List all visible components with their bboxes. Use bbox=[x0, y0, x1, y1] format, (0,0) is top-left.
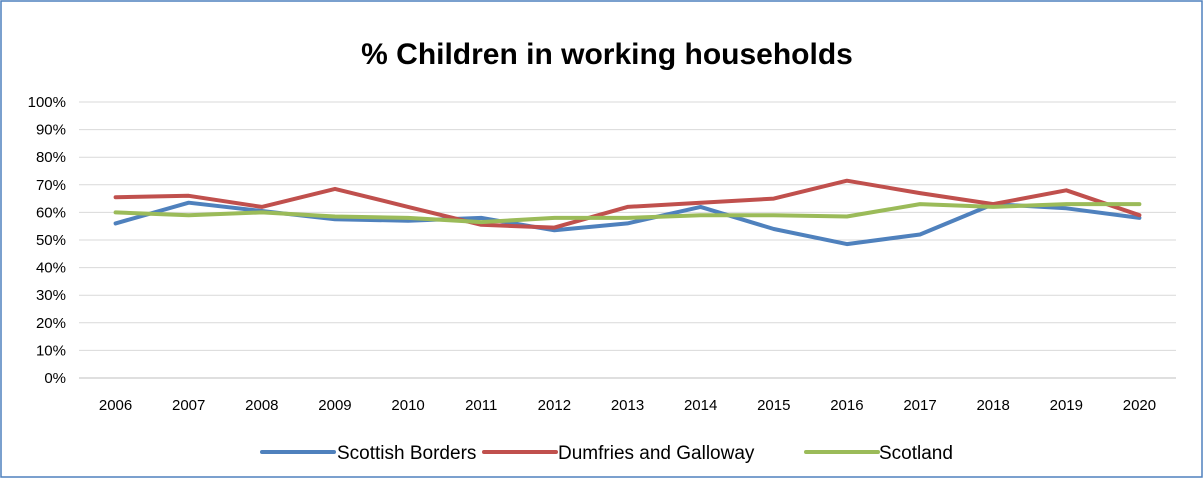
x-tick-label: 2016 bbox=[830, 397, 863, 414]
x-tick-label: 2012 bbox=[538, 397, 571, 414]
x-tick-label: 2013 bbox=[611, 397, 644, 414]
chart-title: % Children in working households bbox=[361, 38, 853, 71]
y-tick-label: 50% bbox=[36, 232, 66, 249]
x-tick-label: 2007 bbox=[172, 397, 205, 414]
gridlines bbox=[79, 101, 1176, 379]
y-tick-label: 90% bbox=[36, 122, 66, 139]
series-lines bbox=[113, 178, 1142, 247]
y-tick-label: 20% bbox=[36, 315, 66, 332]
x-tick-label: 2017 bbox=[903, 397, 936, 414]
x-tick-label: 2020 bbox=[1123, 397, 1156, 414]
x-tick-label: 2011 bbox=[465, 397, 497, 414]
legend-label-1: Dumfries and Galloway bbox=[558, 443, 755, 464]
y-tick-label: 100% bbox=[28, 94, 66, 111]
y-tick-label: 10% bbox=[36, 342, 66, 359]
x-tick-label: 2006 bbox=[99, 397, 132, 414]
y-tick-label: 60% bbox=[36, 204, 66, 221]
x-axis-tick-labels: 2006 2007 2008 2009 2010 2011 2012 2013 2014 2015… bbox=[99, 397, 1156, 414]
series-line-2 bbox=[113, 202, 1142, 225]
legend-label-0: Scottish Borders bbox=[337, 443, 476, 464]
legend: Scottish Borders Dumfries and Galloway Sco… bbox=[260, 443, 953, 464]
legend-label-2: Scotland bbox=[879, 443, 953, 464]
x-tick-label: 2019 bbox=[1050, 397, 1083, 414]
y-tick-label: 70% bbox=[36, 177, 66, 194]
x-tick-label: 2015 bbox=[757, 397, 790, 414]
y-axis-tick-labels: 0% 10% 20% 30% 40% 50% 60% 70% 80% 90% 100% bbox=[28, 94, 66, 387]
x-tick-label: 2018 bbox=[976, 397, 1009, 414]
x-tick-label: 2009 bbox=[318, 397, 351, 414]
x-tick-label: 2014 bbox=[684, 397, 717, 414]
series-line-1 bbox=[113, 178, 1142, 230]
y-tick-label: 0% bbox=[44, 370, 66, 387]
y-tick-label: 80% bbox=[36, 149, 66, 166]
x-tick-label: 2008 bbox=[245, 397, 278, 414]
y-tick-label: 40% bbox=[36, 260, 66, 277]
y-tick-label: 30% bbox=[36, 287, 66, 304]
x-tick-label: 2010 bbox=[391, 397, 424, 414]
